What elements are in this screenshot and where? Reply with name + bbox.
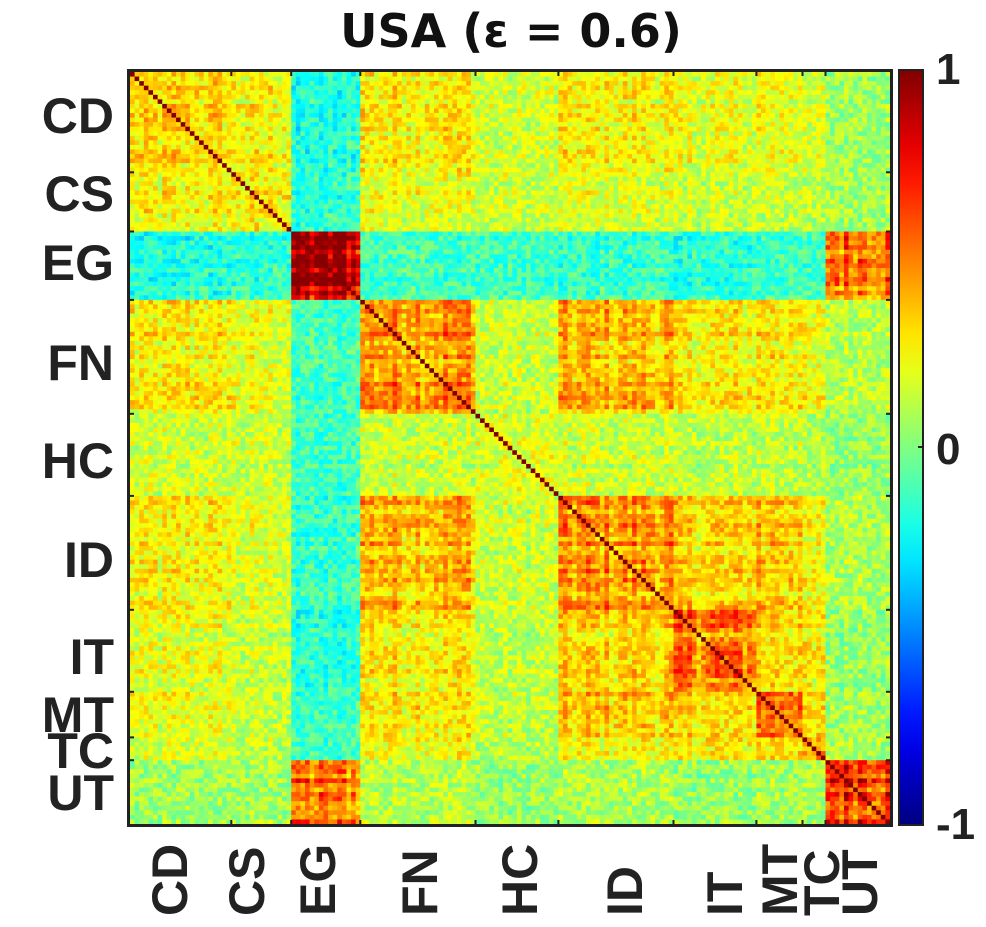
heatmap-ticks xyxy=(127,69,893,827)
colorbar xyxy=(898,69,924,826)
chart-title: USA (ε = 0.6) xyxy=(130,4,892,58)
x-tick-label-hc: HC xyxy=(492,844,548,916)
y-tick-label-hc: HC xyxy=(42,436,114,486)
x-tick-label-eg: EG xyxy=(290,844,346,916)
y-tick-label-eg: EG xyxy=(42,238,114,288)
y-tick-label-cd: CD xyxy=(42,91,114,141)
x-tick-label-ut: UT xyxy=(832,849,888,916)
y-tick-label-cs: CS xyxy=(45,169,114,219)
x-tick-label-it: IT xyxy=(697,872,753,916)
colorbar-tick-label-max: 1 xyxy=(936,48,960,92)
y-tick-label-fn: FN xyxy=(47,338,114,388)
x-tick-label-id: ID xyxy=(597,866,653,916)
x-tick-label-cd: CD xyxy=(142,844,198,916)
heatmap-cells xyxy=(130,72,891,825)
y-tick-label-tc: TC xyxy=(47,726,114,776)
x-tick-label-cs: CS xyxy=(219,847,275,916)
x-tick-label-fn: FN xyxy=(392,849,448,916)
y-tick-label-id: ID xyxy=(64,535,114,585)
colorbar-tick-label-zero: 0 xyxy=(936,428,960,472)
colorbar-tick-label-min: -1 xyxy=(936,803,975,847)
correlation-heatmap xyxy=(127,69,893,827)
y-tick-label-mt: MT xyxy=(42,690,114,740)
heatmap-frame xyxy=(127,69,893,827)
y-tick-label-it: IT xyxy=(70,632,114,682)
y-tick-label-ut: UT xyxy=(47,768,114,818)
